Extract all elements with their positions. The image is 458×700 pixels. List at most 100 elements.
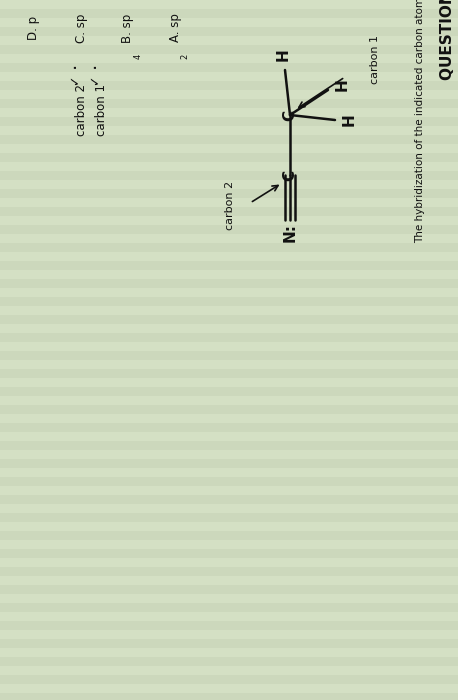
Bar xyxy=(0,468,458,477)
Bar xyxy=(0,288,458,297)
Bar xyxy=(0,216,458,225)
Text: QUESTION 1: QUESTION 1 xyxy=(440,0,455,80)
Bar xyxy=(0,396,458,405)
Bar xyxy=(0,450,458,459)
Bar xyxy=(0,324,458,333)
Bar xyxy=(0,270,458,279)
Bar xyxy=(0,9,458,18)
Bar xyxy=(0,477,458,486)
Text: H: H xyxy=(276,48,290,62)
Bar xyxy=(0,387,458,396)
Bar xyxy=(0,135,458,144)
Bar xyxy=(0,54,458,63)
Text: C: C xyxy=(283,109,298,120)
Text: ·: · xyxy=(65,62,84,68)
Bar xyxy=(0,531,458,540)
Bar xyxy=(0,36,458,45)
Bar xyxy=(0,189,458,198)
Bar xyxy=(0,567,458,576)
Bar xyxy=(0,63,458,72)
Bar xyxy=(0,486,458,495)
Bar xyxy=(0,162,458,171)
Text: ✓: ✓ xyxy=(88,75,102,85)
Bar xyxy=(0,144,458,153)
Text: C: C xyxy=(283,169,298,181)
Bar xyxy=(0,630,458,639)
Bar xyxy=(0,369,458,378)
Bar xyxy=(0,639,458,648)
Text: H: H xyxy=(342,113,356,127)
Bar xyxy=(0,243,458,252)
Bar xyxy=(0,351,458,360)
Bar xyxy=(0,279,458,288)
Text: carbon 1: carbon 1 xyxy=(370,36,380,85)
Bar xyxy=(0,342,458,351)
Bar xyxy=(0,648,458,657)
Text: carbon 2: carbon 2 xyxy=(225,181,235,230)
Bar xyxy=(0,612,458,621)
Bar xyxy=(0,153,458,162)
Bar xyxy=(0,513,458,522)
Text: N:: N: xyxy=(283,223,298,241)
Bar xyxy=(0,603,458,612)
Bar xyxy=(0,72,458,81)
Bar xyxy=(0,18,458,27)
Bar xyxy=(0,414,458,423)
Text: ·: · xyxy=(86,62,104,68)
Bar xyxy=(0,27,458,36)
Bar xyxy=(0,423,458,432)
Bar xyxy=(0,495,458,504)
Text: A. sp: A. sp xyxy=(169,13,181,43)
Bar xyxy=(0,225,458,234)
Bar xyxy=(0,405,458,414)
Bar xyxy=(0,657,458,666)
Text: The hybridization of the indicated carbon atoms in acetonitrile (shown below) ar: The hybridization of the indicated carbo… xyxy=(415,0,425,243)
Bar xyxy=(0,621,458,630)
Bar xyxy=(0,90,458,99)
Bar xyxy=(0,360,458,369)
Bar xyxy=(0,441,458,450)
Bar xyxy=(0,297,458,306)
Bar xyxy=(0,585,458,594)
Bar xyxy=(0,99,458,108)
Bar xyxy=(0,315,458,324)
Bar xyxy=(0,180,458,189)
Bar xyxy=(0,117,458,126)
Text: carbon 2: carbon 2 xyxy=(75,84,88,136)
Bar xyxy=(0,198,458,207)
Bar xyxy=(0,558,458,567)
Text: H: H xyxy=(334,78,349,92)
Text: C. sp: C. sp xyxy=(75,13,87,43)
Bar xyxy=(0,81,458,90)
Bar xyxy=(0,693,458,700)
Bar xyxy=(0,540,458,549)
Bar xyxy=(0,45,458,54)
Bar xyxy=(0,252,458,261)
Bar xyxy=(0,126,458,135)
Text: carbon 1: carbon 1 xyxy=(95,84,108,136)
Bar xyxy=(0,549,458,558)
Bar xyxy=(0,108,458,117)
Text: 2: 2 xyxy=(180,53,190,59)
Bar xyxy=(0,306,458,315)
Bar xyxy=(0,522,458,531)
Text: B. sp: B. sp xyxy=(121,13,135,43)
Bar xyxy=(0,261,458,270)
Bar xyxy=(0,576,458,585)
Bar xyxy=(0,675,458,684)
Bar xyxy=(0,594,458,603)
Bar xyxy=(0,432,458,441)
Bar xyxy=(0,504,458,513)
Bar xyxy=(0,459,458,468)
Text: D. p: D. p xyxy=(27,16,40,40)
Text: ✓: ✓ xyxy=(69,75,82,85)
Text: 4: 4 xyxy=(133,53,142,59)
Bar xyxy=(0,234,458,243)
Bar xyxy=(0,0,458,9)
Bar xyxy=(0,207,458,216)
Bar xyxy=(0,666,458,675)
Bar xyxy=(0,378,458,387)
Bar xyxy=(0,333,458,342)
Bar xyxy=(0,171,458,180)
Bar xyxy=(0,684,458,693)
